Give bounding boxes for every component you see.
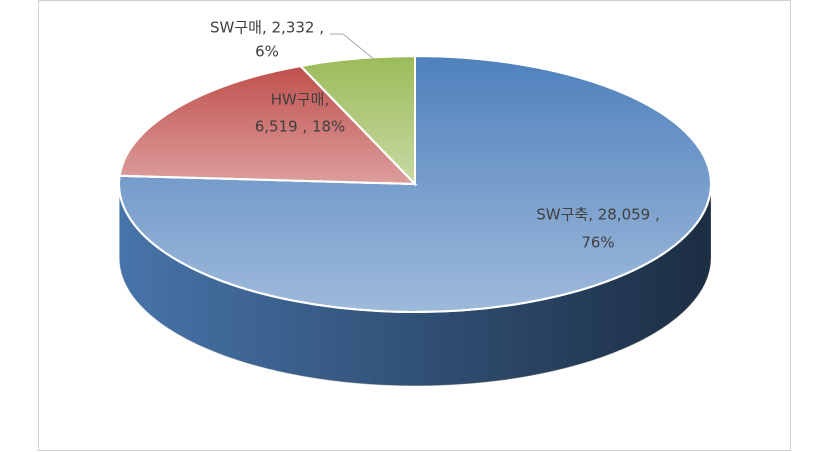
data-label: 6,519 , 18% xyxy=(255,118,346,136)
data-label: 76% xyxy=(581,234,614,252)
slice-shade xyxy=(118,64,418,186)
data-label: 6% xyxy=(255,43,279,61)
data-label: SW구매, 2,332 , xyxy=(210,19,324,37)
data-label: HW구매, xyxy=(271,91,329,109)
slice-shade xyxy=(118,54,712,313)
data-label: SW구축, 28,059 , xyxy=(536,206,660,224)
leader-line xyxy=(330,33,376,61)
slice-side-shade xyxy=(119,184,711,386)
slice-shade xyxy=(298,54,416,187)
